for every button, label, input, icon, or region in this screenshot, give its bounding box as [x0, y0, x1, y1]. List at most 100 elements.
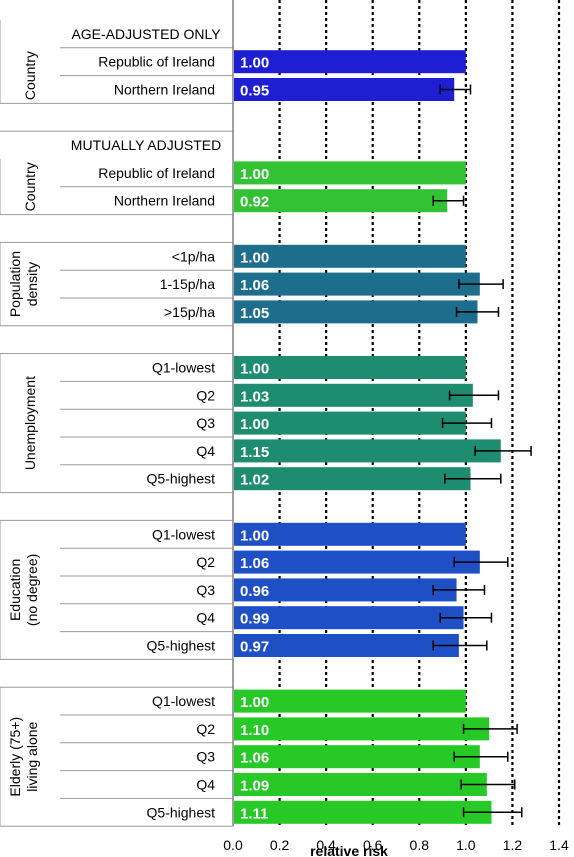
axes	[0, 0, 234, 827]
row-label-14: Q3	[196, 415, 215, 431]
bar-19	[234, 550, 480, 574]
bar-1	[234, 50, 466, 74]
group-label-line-1-0: Country	[22, 162, 38, 211]
group-label-0: Country	[22, 51, 38, 100]
x-tick-labels: 0.0 0.2 0.4 0.6 0.8 1.0 1.2 1.4	[223, 837, 569, 853]
row-label-1: Republic of Ireland	[98, 54, 215, 70]
error-bar-15	[474, 445, 532, 456]
error-bar-26	[453, 751, 509, 762]
bar-value-28: 1.11	[240, 805, 268, 822]
x-tick-4: 0.8	[410, 837, 430, 853]
bar-9	[234, 272, 480, 296]
group-label-line-4-0: Education	[7, 559, 23, 621]
error-bar-28	[462, 807, 523, 818]
row-label-20: Q3	[196, 582, 215, 598]
bar-2	[234, 78, 455, 101]
bar-5	[234, 161, 466, 185]
error-bar-14	[441, 418, 493, 429]
row-label-22: Q5-highest	[147, 638, 216, 654]
x-tick-5: 1.0	[456, 837, 476, 853]
group-label-line-5-0: Elderly (75+)	[7, 717, 23, 797]
error-bar-13	[448, 390, 500, 401]
bar-value-15: 1.15	[240, 444, 269, 461]
group-label-line-5-1: living alone	[24, 721, 40, 791]
bar-26	[234, 745, 480, 769]
group-label-line-2-1: density	[24, 262, 40, 306]
group-label-line-4-1: (no degree)	[24, 554, 40, 626]
row-label-15: Q4	[196, 443, 215, 459]
bar-value-8: 1.00	[240, 249, 269, 266]
group-label-4: Education(no degree)	[7, 554, 40, 626]
error-bar-20	[432, 584, 486, 595]
row-label-13: Q2	[196, 387, 215, 403]
error-bar-16	[444, 473, 502, 484]
error-bar-27	[460, 779, 516, 790]
row-label-26: Q3	[196, 749, 215, 765]
bar-value-19: 1.06	[240, 555, 269, 572]
bar-value-27: 1.09	[240, 778, 269, 795]
bar-value-9: 1.06	[240, 277, 269, 294]
x-tick-2: 0.4	[316, 837, 336, 853]
error-bar-10	[455, 306, 500, 317]
row-label-27: Q4	[196, 777, 215, 793]
row-label-18: Q1-lowest	[152, 526, 215, 542]
bar-value-25: 1.10	[240, 722, 269, 739]
error-bar-19	[453, 557, 509, 568]
bar-value-1: 1.00	[240, 55, 269, 72]
section-title-0: AGE-ADJUSTED ONLY	[71, 26, 221, 42]
bar-6	[234, 189, 448, 213]
bar-value-13: 1.03	[240, 388, 269, 405]
bar-13	[234, 383, 473, 407]
error-bar-22	[432, 640, 488, 651]
bar-22	[234, 634, 459, 657]
bar-8	[234, 244, 466, 268]
bar-21	[234, 606, 464, 630]
x-tick-3: 0.6	[363, 837, 383, 853]
bar-value-22: 0.97	[240, 639, 269, 656]
bar-25	[234, 717, 490, 741]
row-label-9: 1-15p/ha	[160, 276, 215, 292]
bar-value-10: 1.05	[240, 305, 269, 322]
group-label-2: Populationdensity	[7, 251, 40, 317]
row-label-16: Q5-highest	[147, 471, 216, 487]
row-label-24: Q1-lowest	[152, 693, 215, 709]
bar-20	[234, 578, 457, 602]
row-labels: AGE-ADJUSTED ONLY Republic of Ireland Nort…	[71, 26, 221, 820]
row-label-10: >15p/ha	[164, 304, 215, 320]
row-label-21: Q4	[196, 610, 215, 626]
group-label-line-3-0: Unemployment	[22, 376, 38, 470]
bar-12	[234, 356, 466, 379]
bar-value-5: 1.00	[240, 166, 269, 183]
row-label-6: Northern Ireland	[114, 193, 215, 209]
group-label-5: Elderly (75+)living alone	[7, 717, 40, 797]
group-label-3: Unemployment	[22, 376, 38, 470]
bar-10	[234, 300, 478, 324]
bar-value-2: 0.95	[240, 83, 269, 100]
group-labels: Country Country Populationdensity Unemploym…	[7, 51, 40, 796]
x-tick-1: 0.2	[270, 837, 290, 853]
row-label-19: Q2	[196, 554, 215, 570]
error-bar-9	[458, 279, 504, 290]
row-label-5: Republic of Ireland	[98, 165, 215, 181]
bar-value-26: 1.06	[240, 750, 269, 767]
row-label-2: Northern Ireland	[114, 82, 215, 98]
row-label-25: Q2	[196, 721, 215, 737]
bar-value-24: 1.00	[240, 694, 269, 711]
bar-24	[234, 689, 466, 713]
bar-value-20: 0.96	[240, 583, 269, 600]
error-bar-25	[462, 723, 518, 734]
x-tick-6: 1.2	[503, 837, 523, 853]
bar-value-18: 1.00	[240, 527, 269, 544]
x-axis-label: relative risk	[310, 843, 388, 857]
row-label-12: Q1-lowest	[152, 360, 215, 376]
error-bar-6	[432, 195, 465, 206]
bar-value-16: 1.02	[240, 472, 269, 489]
bar-14	[234, 411, 466, 435]
bar-value-21: 0.99	[240, 611, 269, 628]
group-label-line-2-0: Population	[7, 251, 23, 317]
bar-value-14: 1.00	[240, 416, 269, 433]
group-label-line-0-0: Country	[22, 51, 38, 100]
bar-value-12: 1.00	[240, 361, 269, 378]
bar-28	[234, 800, 492, 824]
